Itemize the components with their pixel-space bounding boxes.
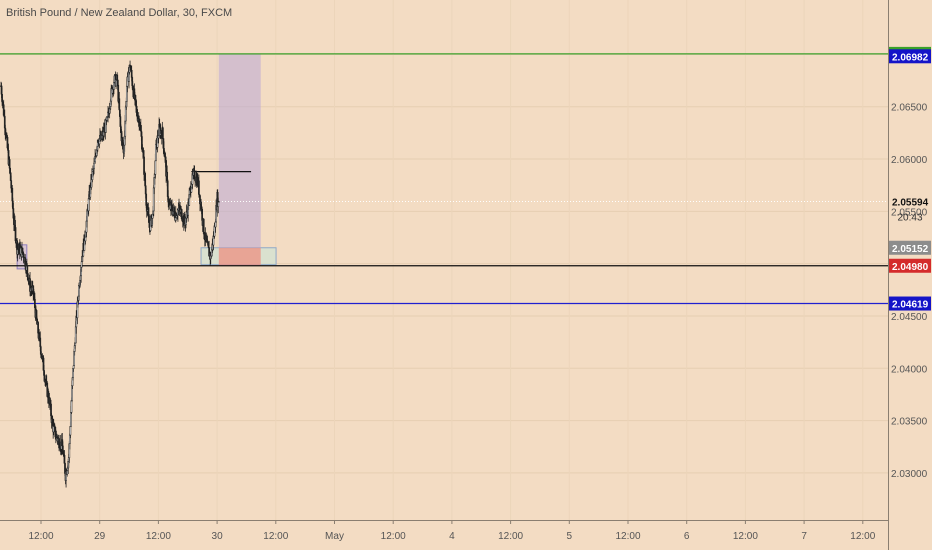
y-tick-label: 2.04000 xyxy=(891,364,928,375)
stop-zone xyxy=(218,247,261,266)
y-tick-label: 2.06500 xyxy=(891,103,928,114)
price-badge-bg xyxy=(889,194,931,209)
candle-body xyxy=(70,412,72,427)
price-badge-label: 2.05594 xyxy=(892,198,929,209)
candle-body xyxy=(134,95,137,101)
x-tick-label: 29 xyxy=(94,531,106,542)
candle-body xyxy=(201,208,203,221)
y-tick-label: 2.05500 xyxy=(891,207,928,218)
candlesticks xyxy=(0,60,220,488)
candle-body xyxy=(8,159,11,169)
price-badge-label: 2.05152 xyxy=(892,244,929,255)
candle-body xyxy=(9,167,11,174)
candle-body xyxy=(154,160,157,175)
price-badge-bg xyxy=(889,240,931,255)
candle-body xyxy=(26,265,29,274)
candle-body xyxy=(207,241,209,246)
candle-body xyxy=(39,337,42,347)
candle-body xyxy=(27,273,29,281)
x-tick-label: 12:00 xyxy=(28,531,53,542)
candle-body xyxy=(70,400,73,413)
y-tick-label: 2.04500 xyxy=(891,312,928,323)
time-axis-labels[interactable]: 12:00 29 12:00 30 12:00 May 12:00 4 12:00 5 12:00 6… xyxy=(28,520,876,542)
candle-body xyxy=(202,218,205,234)
x-tick-label: 7 xyxy=(801,531,807,542)
candle-body xyxy=(69,426,72,436)
plot-background xyxy=(0,0,888,520)
candle-body xyxy=(21,247,24,254)
price-axis[interactable] xyxy=(888,0,932,550)
zones xyxy=(16,54,277,270)
chart-title: British Pound / New Zealand Dollar, 30, … xyxy=(6,7,232,19)
x-tick-label: 12:00 xyxy=(498,531,523,542)
x-tick-label: 12:00 xyxy=(615,531,640,542)
x-tick-label: 5 xyxy=(567,531,573,542)
candle-body xyxy=(86,210,88,222)
candle-body xyxy=(87,198,90,212)
x-tick-label: 12:00 xyxy=(146,531,171,542)
target-zone xyxy=(218,54,261,248)
y-tick-label: 2.06000 xyxy=(891,155,928,166)
y-tick-label: 2.03000 xyxy=(891,469,928,480)
price-badges: 2.070052.069822.055942.051522.049802.046… xyxy=(889,46,931,311)
horizontal-lines xyxy=(0,53,888,305)
candle-body xyxy=(72,365,75,369)
price-badge-label: 2.04619 xyxy=(892,300,929,311)
price-badge-bg xyxy=(889,296,931,311)
x-tick-label: May xyxy=(325,531,344,542)
price-badge-bg xyxy=(889,258,931,273)
x-tick-label: 4 xyxy=(449,531,455,542)
price-badge-label: 2.04980 xyxy=(892,262,929,273)
x-tick-label: 12:00 xyxy=(733,531,758,542)
x-tick-label: 12:00 xyxy=(263,531,288,542)
candle-body xyxy=(217,201,220,203)
candle-body xyxy=(162,127,164,139)
x-tick-label: 6 xyxy=(684,531,690,542)
x-tick-label: 12:00 xyxy=(850,531,875,542)
candle-body xyxy=(198,180,200,195)
candle-body xyxy=(93,163,95,169)
x-tick-label: 30 xyxy=(212,531,224,542)
candle-body xyxy=(213,225,216,237)
price-badge-label: 2.06982 xyxy=(892,52,929,63)
candle-body xyxy=(80,261,83,268)
candle-body xyxy=(84,236,87,242)
y-tick-label: 2.03500 xyxy=(891,417,928,428)
bar-countdown: 20:43 xyxy=(897,213,922,224)
candle-body xyxy=(63,454,66,464)
candle-body xyxy=(118,98,121,110)
x-tick-label: 12:00 xyxy=(381,531,406,542)
candle-body xyxy=(214,221,217,228)
price-badge-bg xyxy=(889,49,931,64)
